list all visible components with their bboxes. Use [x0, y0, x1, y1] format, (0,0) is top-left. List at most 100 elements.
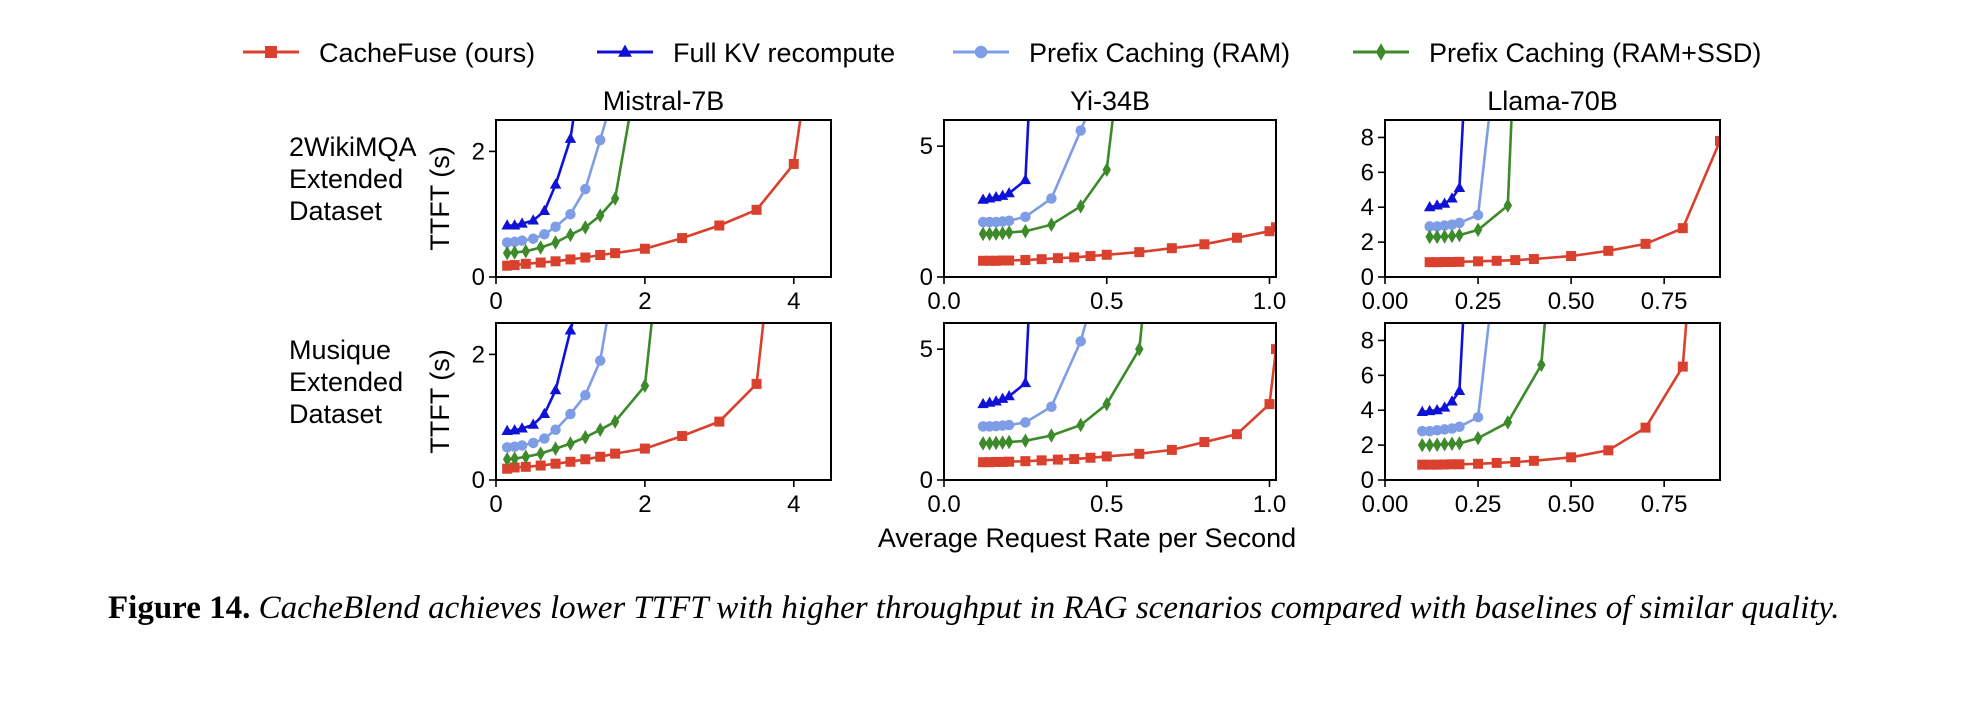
x-tick-label: 4: [787, 288, 800, 315]
data-point: [538, 407, 551, 419]
data-point: [1019, 173, 1032, 185]
data-point: [1019, 376, 1032, 388]
data-point: [1101, 451, 1112, 462]
legend-label: Prefix Caching (RAM+SSD): [1429, 38, 1761, 68]
y-tick-label: 5: [920, 133, 933, 160]
data-point: [639, 443, 650, 454]
y-tick-label: 6: [1361, 362, 1374, 389]
plot-frame: [943, 322, 1277, 481]
legend-entry: CacheFuse (ours): [243, 38, 535, 68]
data-point: [1076, 417, 1085, 433]
data-point: [527, 233, 539, 244]
data-point: [1473, 458, 1484, 469]
data-point: [1020, 211, 1031, 223]
figure-caption: Figure 14. CacheBlend achieves lower TTF…: [108, 590, 1986, 627]
y-tick-label: 5: [920, 336, 933, 363]
data-point: [978, 255, 989, 266]
plot-frame: [495, 119, 832, 278]
data-point: [1603, 445, 1614, 456]
data-point: [1199, 239, 1210, 250]
series-line: [982, 323, 1030, 406]
data-point: [566, 436, 575, 451]
data-point: [1528, 254, 1539, 265]
data-point: [1432, 257, 1443, 268]
data-point: [502, 463, 513, 474]
data-point: [1134, 448, 1145, 459]
panel: Llama-70B 0.00 0.25 0.50 0.75 0 2 4 6 8: [1361, 86, 1721, 315]
data-point: [1454, 217, 1465, 229]
data-point: [1047, 428, 1056, 443]
data-point: [1424, 257, 1435, 268]
data-point: [1454, 256, 1465, 267]
data-point: [527, 418, 539, 429]
data-point: [997, 456, 1008, 467]
legend-label: Full KV recompute: [673, 38, 895, 68]
data-point: [991, 226, 1001, 241]
data-point: [1453, 181, 1466, 193]
data-point: [1271, 222, 1276, 233]
data-point: [677, 431, 688, 442]
data-point: [1069, 454, 1080, 465]
data-point: [1431, 403, 1443, 415]
x-tick-label: 0.0: [927, 491, 960, 518]
data-point: [565, 408, 576, 420]
series-line: [506, 323, 765, 470]
series-group: [1416, 323, 1688, 470]
legend-entry: Prefix Caching (RAM): [953, 38, 1290, 68]
caption-text: CacheBlend achieves lower TTFT with high…: [258, 590, 1840, 626]
legend-entry: Prefix Caching (RAM+SSD): [1353, 38, 1761, 68]
data-point: [978, 226, 988, 242]
legend-marker: [265, 46, 277, 58]
x-tick-label: 0: [489, 491, 502, 518]
y-tick-label: 0: [472, 467, 485, 494]
data-point: [1446, 192, 1458, 203]
data-point: [549, 178, 562, 189]
data-point: [1473, 222, 1483, 238]
x-tick-label: 0.00: [1362, 288, 1409, 315]
data-point: [536, 240, 545, 255]
data-point: [998, 435, 1007, 450]
data-point: [1432, 459, 1443, 470]
data-point: [1438, 401, 1451, 412]
legend-entry: Full KV recompute: [597, 38, 895, 68]
data-point: [502, 260, 513, 271]
x-tick-label: 1.0: [1253, 288, 1286, 315]
data-point: [1135, 341, 1144, 357]
y-tick-label: 2: [1361, 432, 1374, 459]
data-point: [639, 243, 650, 254]
x-tick-label: 4: [787, 491, 800, 518]
data-point: [595, 250, 606, 261]
data-point: [1036, 455, 1047, 466]
data-point: [1003, 187, 1015, 198]
data-point: [1003, 390, 1015, 401]
data-point: [1271, 344, 1276, 355]
y-tick-label: 0: [920, 264, 933, 291]
data-point: [1424, 459, 1435, 470]
data-point: [550, 458, 561, 469]
data-point: [1447, 436, 1457, 451]
x-tick-label: 0.25: [1455, 288, 1502, 315]
data-point: [984, 255, 995, 266]
data-point: [751, 378, 762, 389]
x-tick-label: 0.50: [1548, 491, 1595, 518]
plot-frame: [1384, 119, 1721, 278]
data-point: [1020, 417, 1031, 428]
data-point: [1446, 395, 1458, 406]
data-point: [550, 221, 561, 233]
x-tick-label: 0.25: [1455, 491, 1502, 518]
data-point: [527, 214, 539, 225]
data-point: [581, 430, 590, 445]
data-point: [985, 436, 994, 451]
plot-frame: [943, 119, 1277, 278]
data-point: [516, 235, 528, 246]
panel: Yi-34B 0.0 0.5 1.0 0 5: [920, 86, 1287, 315]
data-point: [1166, 243, 1177, 254]
data-point: [550, 256, 561, 267]
x-tick-label: 1.0: [1253, 491, 1286, 518]
series-group: [501, 323, 765, 474]
legend-marker: [1375, 43, 1387, 61]
data-point: [1453, 384, 1466, 396]
data-point: [1677, 223, 1688, 234]
data-point: [539, 433, 550, 444]
